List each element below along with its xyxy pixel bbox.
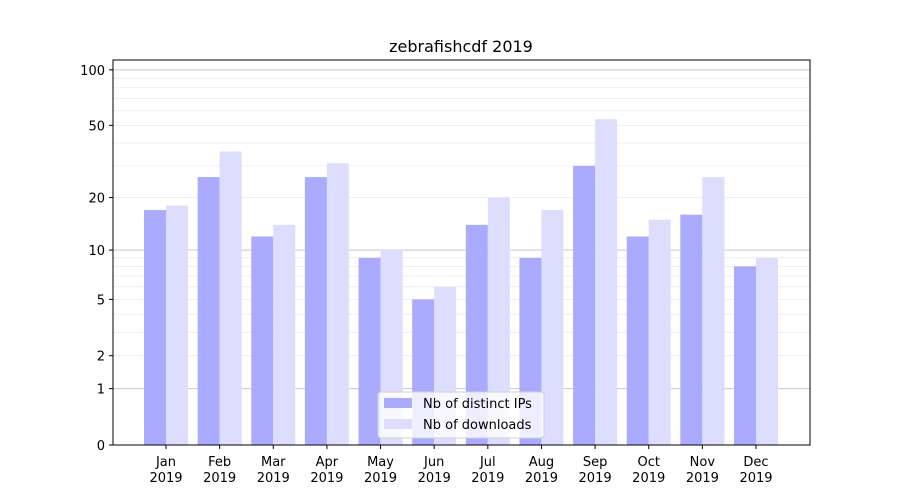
- bar-downloads-oct: [648, 219, 671, 445]
- x-tick-label-year: 2019: [203, 471, 236, 486]
- bar-downloads-mar: [273, 224, 296, 445]
- x-tick-label-month: Oct: [637, 455, 659, 470]
- x-tick-label-year: 2019: [149, 471, 182, 486]
- x-tick-label-month: Jun: [423, 455, 444, 470]
- x-tick-label-year: 2019: [418, 471, 451, 486]
- bar-downloads-sep: [595, 119, 618, 445]
- bar-distinct-ips-jan: [144, 210, 166, 445]
- y-tick-label: 5: [97, 293, 105, 308]
- chart-title: zebrafishcdf 2019: [389, 37, 533, 56]
- x-tick-label-month: Aug: [529, 455, 554, 470]
- y-tick-label: 20: [88, 192, 105, 207]
- x-tick-label-month: Nov: [690, 455, 716, 470]
- x-tick-label-year: 2019: [739, 471, 772, 486]
- y-tick-label: 100: [80, 64, 105, 79]
- x-tick-label-month: Mar: [261, 455, 286, 470]
- legend: Nb of distinct IPs Nb of downloads: [377, 391, 545, 439]
- bar-downloads-apr: [326, 163, 349, 445]
- bar-downloads-aug: [541, 210, 564, 445]
- x-tick-label-year: 2019: [632, 471, 665, 486]
- bar-distinct-ips-dec: [734, 266, 756, 445]
- bar-distinct-ips-mar: [251, 236, 274, 445]
- legend-swatch: [384, 398, 412, 408]
- x-tick-label-year: 2019: [364, 471, 397, 486]
- bar-distinct-ips-nov: [680, 214, 703, 445]
- y-tick-label: 2: [97, 350, 105, 365]
- legend-swatch: [384, 419, 412, 429]
- x-tick-label-month: Dec: [743, 455, 768, 470]
- x-tick-label-year: 2019: [257, 471, 290, 486]
- y-tick-label: 10: [88, 244, 105, 259]
- bar-downloads-dec: [756, 257, 778, 445]
- plot-frame: [112, 59, 811, 446]
- x-tick-label-month: May: [367, 455, 394, 470]
- bar-downloads-jan: [166, 205, 188, 445]
- x-tick-label-month: Jan: [155, 455, 176, 470]
- legend-label: Nb of distinct IPs: [423, 397, 532, 412]
- y-tick-label: 50: [88, 119, 105, 134]
- bar-distinct-ips-jul: [465, 224, 488, 445]
- legend-label: Nb of downloads: [423, 418, 532, 433]
- bar-distinct-ips-apr: [304, 177, 327, 445]
- bar-distinct-ips-sep: [573, 165, 596, 445]
- bar-distinct-ips-feb: [197, 177, 220, 445]
- legend-box: [377, 391, 545, 439]
- x-tick-label-month: Sep: [583, 455, 608, 470]
- x-tick-label-year: 2019: [471, 471, 504, 486]
- x-tick-label-month: Feb: [208, 455, 231, 470]
- y-tick-label: 0: [97, 439, 105, 454]
- bar-downloads-feb: [219, 151, 242, 446]
- x-tick-label-month: Apr: [316, 455, 339, 470]
- bar-distinct-ips-oct: [626, 236, 649, 445]
- x-tick-label-year: 2019: [310, 471, 343, 486]
- bar-downloads-nov: [702, 177, 725, 445]
- bar-downloads-jul: [487, 197, 510, 445]
- x-tick-label-month: Jul: [479, 455, 496, 470]
- x-tick-label-year: 2019: [525, 471, 558, 486]
- x-tick-label-year: 2019: [579, 471, 612, 486]
- y-tick-label: 1: [97, 383, 105, 398]
- bar-distinct-ips-may: [358, 257, 381, 445]
- x-tick-label-year: 2019: [686, 471, 719, 486]
